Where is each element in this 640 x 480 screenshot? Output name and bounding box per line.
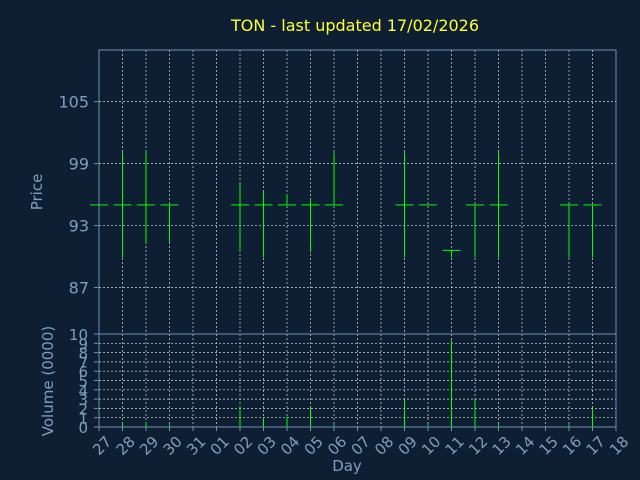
day-tick-label: 17 [583,433,609,459]
day-tick-label: 14 [512,433,538,459]
price-bar [442,249,461,258]
price-bar [395,151,414,258]
day-tick-label: 05 [301,433,327,459]
day-tick-label: 13 [489,433,515,459]
day-tick-label: 07 [348,433,374,459]
day-tick-label: 09 [395,433,421,459]
day-tick-label: 04 [277,433,303,459]
price-tick-label: 87 [69,279,89,298]
volume-tick-label: 9 [78,335,88,353]
day-tick-label: 10 [418,433,444,459]
price-bar [489,151,508,258]
day-tick-label: 28 [113,433,139,459]
volume-axis-label: Volume (0000) [39,326,57,436]
price-bar [560,204,578,258]
day-axis-ticks: 2728293031010203040506070809101112131415… [89,427,632,459]
volume-grid [99,334,616,427]
volume-tick-label: 5 [78,373,88,391]
price-bars [90,151,602,258]
volume-tick-label: 7 [78,354,88,372]
volume-tick-label: 4 [78,382,88,400]
volume-bars [122,340,593,427]
day-tick-label: 27 [89,433,115,459]
volume-tick-label: 10 [69,326,88,344]
price-bar [466,204,484,258]
volume-tick-label: 2 [78,400,88,418]
day-tick-label: 15 [536,433,562,459]
day-axis-label: Day [332,457,362,475]
price-bar [301,198,320,253]
volume-tick-label: 8 [78,345,88,363]
price-bar [583,204,602,258]
price-tick-label: 105 [58,93,89,112]
price-bar [254,191,273,258]
volume-tick-label: 0 [78,419,88,437]
day-tick-label: 18 [606,433,632,459]
price-axis-label: Price [28,174,46,211]
price-grid [99,50,616,334]
day-tick-label: 29 [136,433,162,459]
day-tick-label: 31 [183,433,209,459]
price-bar [113,151,132,258]
price-tick-label: 99 [69,155,89,174]
day-tick-label: 03 [254,433,280,459]
day-tick-label: 08 [371,433,397,459]
day-tick-label: 16 [559,433,585,459]
day-tick-label: 12 [465,433,491,459]
price-bar [325,151,343,206]
price-axis-ticks: 87 93 99 105 [58,93,99,298]
price-tick-label: 93 [69,217,89,236]
volume-tick-label: 6 [78,363,88,381]
price-bar [278,194,296,206]
volume-tick-label: 1 [78,410,88,428]
day-tick-label: 02 [230,433,256,459]
day-tick-label: 30 [160,433,186,459]
volume-tick-label: 3 [78,391,88,409]
day-tick-label: 01 [207,433,233,459]
price-bar [137,151,155,244]
price-bar [231,183,249,252]
price-bar [160,204,179,243]
day-tick-label: 11 [442,433,468,459]
day-tick-label: 06 [324,433,350,459]
chart-title: TON - last updated 17/02/2026 [230,16,479,35]
